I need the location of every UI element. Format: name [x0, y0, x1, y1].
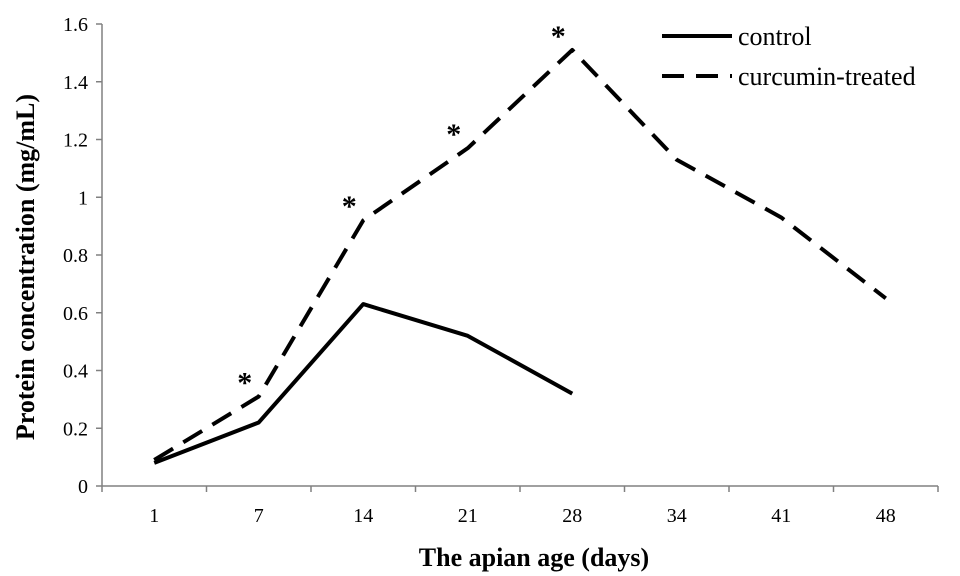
legend-label: control — [738, 22, 812, 51]
legend-label: curcumin-treated — [738, 62, 916, 91]
x-tick-label: 21 — [458, 505, 478, 527]
legend: control curcumin-treated — [662, 22, 916, 91]
y-tick-label: 1.6 — [63, 14, 88, 36]
y-tick-label: 1 — [78, 187, 88, 209]
y-tick-label: 1.2 — [63, 130, 88, 152]
significance-marker: * — [342, 190, 357, 223]
significance-marker: * — [237, 366, 252, 399]
annotations-layer: * * * * — [237, 20, 566, 399]
series-layer — [153, 47, 887, 465]
y-tick-label: 0.8 — [63, 245, 88, 267]
y-tick-label: 0.4 — [63, 361, 88, 383]
y-tick-label: 1.4 — [63, 72, 88, 94]
significance-marker: * — [551, 20, 566, 53]
x-tick-label: 7 — [254, 505, 264, 527]
x-tick-label: 28 — [562, 505, 582, 527]
x-tick-label: 41 — [771, 505, 791, 527]
x-tick-label: 14 — [353, 505, 373, 527]
x-ticks: 1 7 14 21 28 34 41 48 — [101, 486, 939, 527]
series-line-curcumin-treated — [153, 47, 887, 462]
y-ticks: 0 0.2 0.4 0.6 0.8 1 1.2 1.4 1.6 — [63, 14, 102, 498]
x-tick-label: 48 — [876, 505, 896, 527]
y-tick-label: 0.6 — [63, 303, 88, 325]
y-tick-label: 0 — [78, 476, 88, 498]
x-axis-title: The apian age (days) — [419, 543, 649, 572]
series-line-control — [153, 302, 574, 465]
y-tick-label: 0.2 — [63, 418, 88, 440]
x-tick-label: 34 — [667, 505, 687, 527]
x-tick-label: 1 — [149, 505, 159, 527]
significance-marker: * — [446, 118, 461, 151]
y-axis-title: Protein concentration (mg/mL) — [11, 94, 40, 440]
